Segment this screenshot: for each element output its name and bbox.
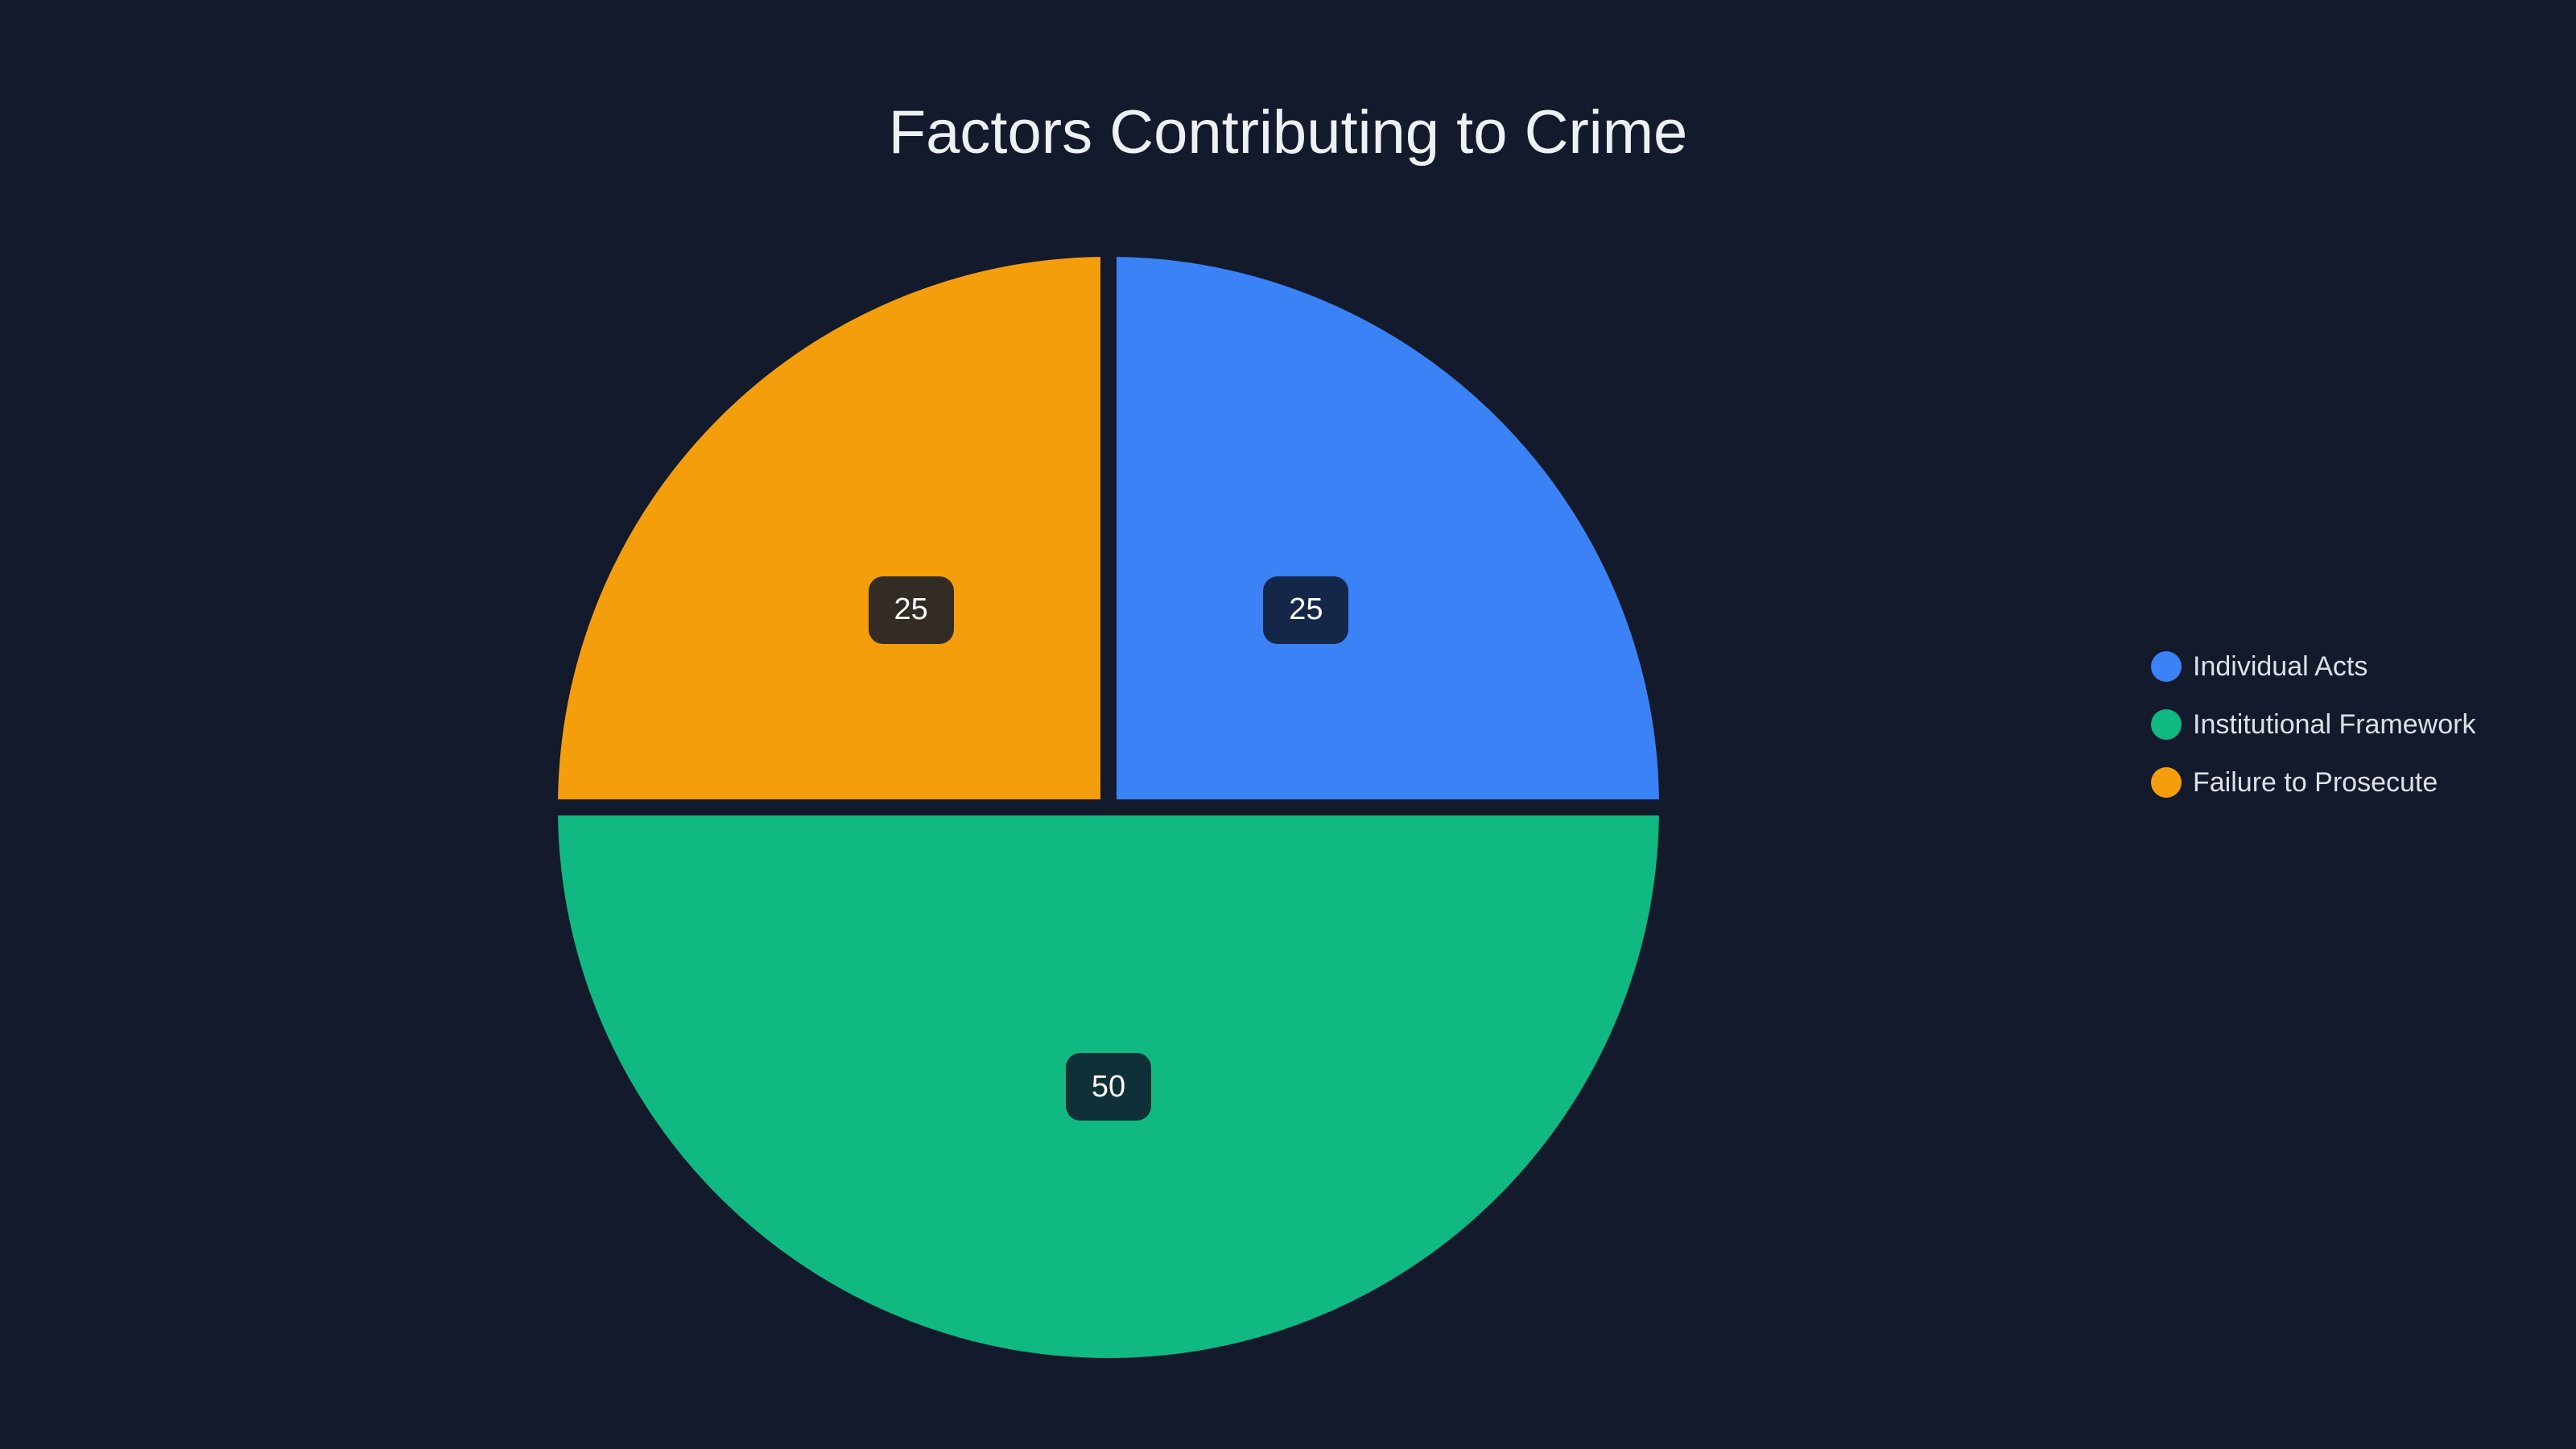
legend-item-institutional-framework[interactable]: Institutional Framework [2151,708,2475,741]
slice-value-label-individual-acts: 25 [1263,576,1349,644]
slice-value-label-institutional-framework: 50 [1066,1053,1151,1121]
pie-slice-failure-to-prosecute[interactable] [542,241,1117,815]
legend-swatch-failure-to-prosecute [2151,767,2182,798]
legend-label: Failure to Prosecute [2193,767,2438,798]
slice-value-label-failure-to-prosecute: 25 [868,576,954,644]
legend-label: Individual Acts [2193,651,2368,682]
legend-item-individual-acts[interactable]: Individual Acts [2151,650,2475,683]
pie-slice-individual-acts[interactable] [1100,241,1675,815]
legend-swatch-individual-acts [2151,651,2182,682]
pie-chart [542,241,1675,1374]
legend-label: Institutional Framework [2193,709,2476,740]
chart-title: Factors Contributing to Crime [888,98,1688,167]
legend-item-failure-to-prosecute[interactable]: Failure to Prosecute [2151,766,2475,799]
legend: Individual Acts Institutional Framework Fa… [2151,650,2475,799]
legend-swatch-institutional-framework [2151,709,2182,740]
